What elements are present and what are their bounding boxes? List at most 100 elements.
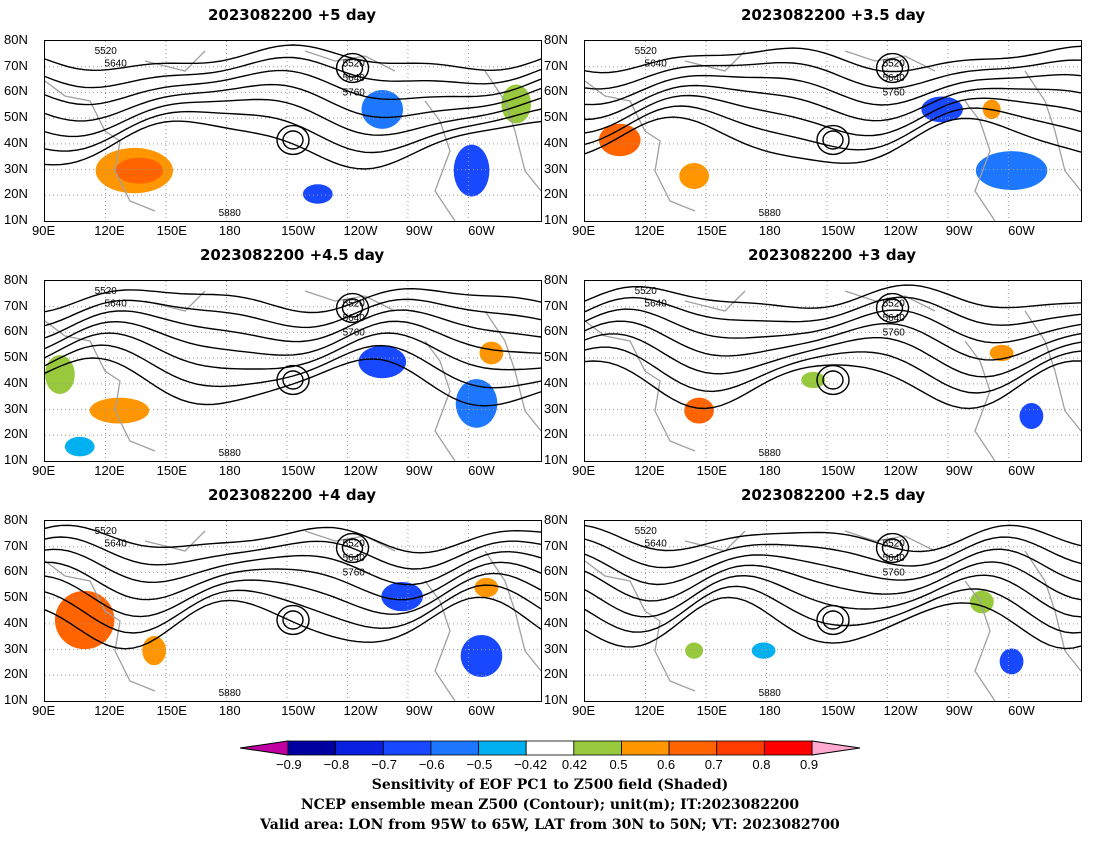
closed-contour: [875, 52, 910, 84]
colorbar-tick-label: −0.8: [323, 757, 350, 772]
sensitivity-shading: [115, 157, 164, 184]
map-panel: 5520 5640 5520 5640 5760 5880: [44, 280, 542, 462]
z500-contour: [585, 596, 1081, 650]
coastline: [144, 530, 206, 552]
map-panel: 5520 5640 5520 5640 5760 5880: [584, 280, 1082, 462]
colorbar-segment: [668, 740, 718, 756]
contour-label: 5520: [343, 59, 366, 70]
z500-contour: [45, 548, 541, 586]
sensitivity-shading: [1019, 403, 1044, 429]
z500-contour: [45, 44, 541, 72]
sensitivity-shading: [361, 89, 404, 129]
latitude-tick-label: 30N: [4, 640, 28, 656]
z500-contour: [45, 83, 541, 122]
colorbar-tick-label: −0.6: [418, 757, 445, 772]
map-panel: 5520 5640 5520 5640 5760 5880: [584, 40, 1082, 222]
coastline: [45, 560, 156, 692]
latitude-tick-label: 60N: [544, 323, 568, 339]
sensitivity-shading: [479, 341, 504, 365]
z500-contour: [585, 320, 1081, 361]
z500-contour: [45, 69, 541, 106]
longitude-tick-label: 150E: [696, 463, 727, 478]
latitude-tick-label: 50N: [4, 589, 28, 605]
contour-label: 5520: [635, 286, 658, 297]
sensitivity-shading: [751, 642, 776, 659]
colorbar-segment: [335, 740, 384, 756]
latitude-tick-label: 40N: [4, 134, 28, 150]
latitude-tick-label: 40N: [544, 614, 568, 630]
colorbar-tick-label: −0.5: [466, 757, 493, 772]
coastline: [304, 530, 396, 552]
closed-contour: [276, 124, 310, 156]
latitude-tick-label: 50N: [544, 349, 568, 365]
z500-contour: [585, 585, 1081, 634]
contour-label: 5640: [105, 539, 128, 550]
latitude-tick-label: 20N: [544, 186, 568, 202]
longitude-tick-label: 150W: [281, 703, 316, 718]
caption-line-3: Valid area: LON from 95W to 65W, LAT fro…: [260, 817, 840, 833]
longitude-tick-label: 150E: [156, 223, 187, 238]
longitude-tick-label: 60W: [468, 703, 495, 718]
longitude-tick-label: 180: [758, 463, 781, 478]
closed-contour: [341, 58, 364, 78]
longitude-tick-label: 180: [218, 463, 241, 478]
closed-contour: [276, 364, 310, 396]
latitude-tick-label: 10N: [544, 692, 568, 707]
longitude-tick-label: 120W: [343, 703, 378, 718]
closed-contour: [282, 130, 304, 150]
sensitivity-shading: [453, 144, 490, 197]
colorbar-segment: [525, 740, 575, 756]
latitude-tick-label: 10N: [544, 212, 568, 227]
longitude-tick-label: 90W: [945, 223, 973, 238]
z500-contour: [585, 308, 1081, 344]
contour-label: 5640: [883, 553, 906, 564]
latitude-tick-label: 30N: [544, 400, 568, 416]
longitude-tick-label: 120W: [883, 703, 918, 718]
longitude-tick-label: 60W: [1008, 703, 1035, 718]
closed-contour: [881, 538, 904, 558]
z500-contour: [45, 287, 541, 314]
contour-label: 5880: [219, 688, 242, 699]
z500-contour: [585, 116, 1081, 164]
z500-contour: [585, 561, 1081, 602]
contour-label: 5760: [883, 567, 906, 578]
closed-contour: [341, 538, 364, 558]
sensitivity-shading: [685, 642, 704, 659]
latitude-tick-label: 20N: [544, 426, 568, 442]
z500-contour: [45, 561, 541, 601]
z500-contour: [585, 84, 1081, 122]
contour-label: 5640: [883, 73, 906, 84]
sensitivity-shading: [975, 151, 1048, 191]
z500-contour: [45, 320, 541, 356]
longitude-tick-label: 90W: [945, 463, 973, 478]
colorbar-tick-label: 0.7: [704, 757, 723, 772]
latitude-tick-label: 50N: [544, 109, 568, 125]
contour-label: 5640: [645, 539, 668, 550]
latitude-tick-label: 50N: [4, 109, 28, 125]
closed-contour: [822, 130, 844, 150]
z500-contour: [585, 73, 1081, 106]
longitude-tick-label: 90W: [405, 703, 433, 718]
latitude-tick-label: 70N: [4, 57, 28, 73]
z500-contour: [585, 346, 1081, 394]
z500-contour: [45, 357, 541, 407]
coastline: [684, 290, 746, 312]
coastline: [424, 340, 456, 461]
z500-contour: [45, 332, 541, 371]
z500-contour: [45, 298, 541, 329]
latitude-tick-label: 80N: [544, 272, 568, 287]
colorbar-segment: [382, 740, 432, 756]
latitude-tick-label: 20N: [544, 666, 568, 682]
z500-contour: [45, 108, 541, 154]
colorbar-segment: [621, 740, 670, 756]
sensitivity-shading: [358, 345, 407, 379]
sensitivity-shading: [679, 163, 709, 189]
coastline: [144, 50, 206, 72]
longitude-tick-label: 60W: [1008, 223, 1035, 238]
coastline: [424, 100, 456, 221]
colorbar-tick-label: 0.5: [609, 757, 628, 772]
latitude-tick-label: 70N: [544, 57, 568, 73]
latitude-tick-label: 60N: [4, 323, 28, 339]
coastline: [1024, 310, 1081, 432]
panel-title: 2023082200 +4 day: [208, 486, 376, 504]
